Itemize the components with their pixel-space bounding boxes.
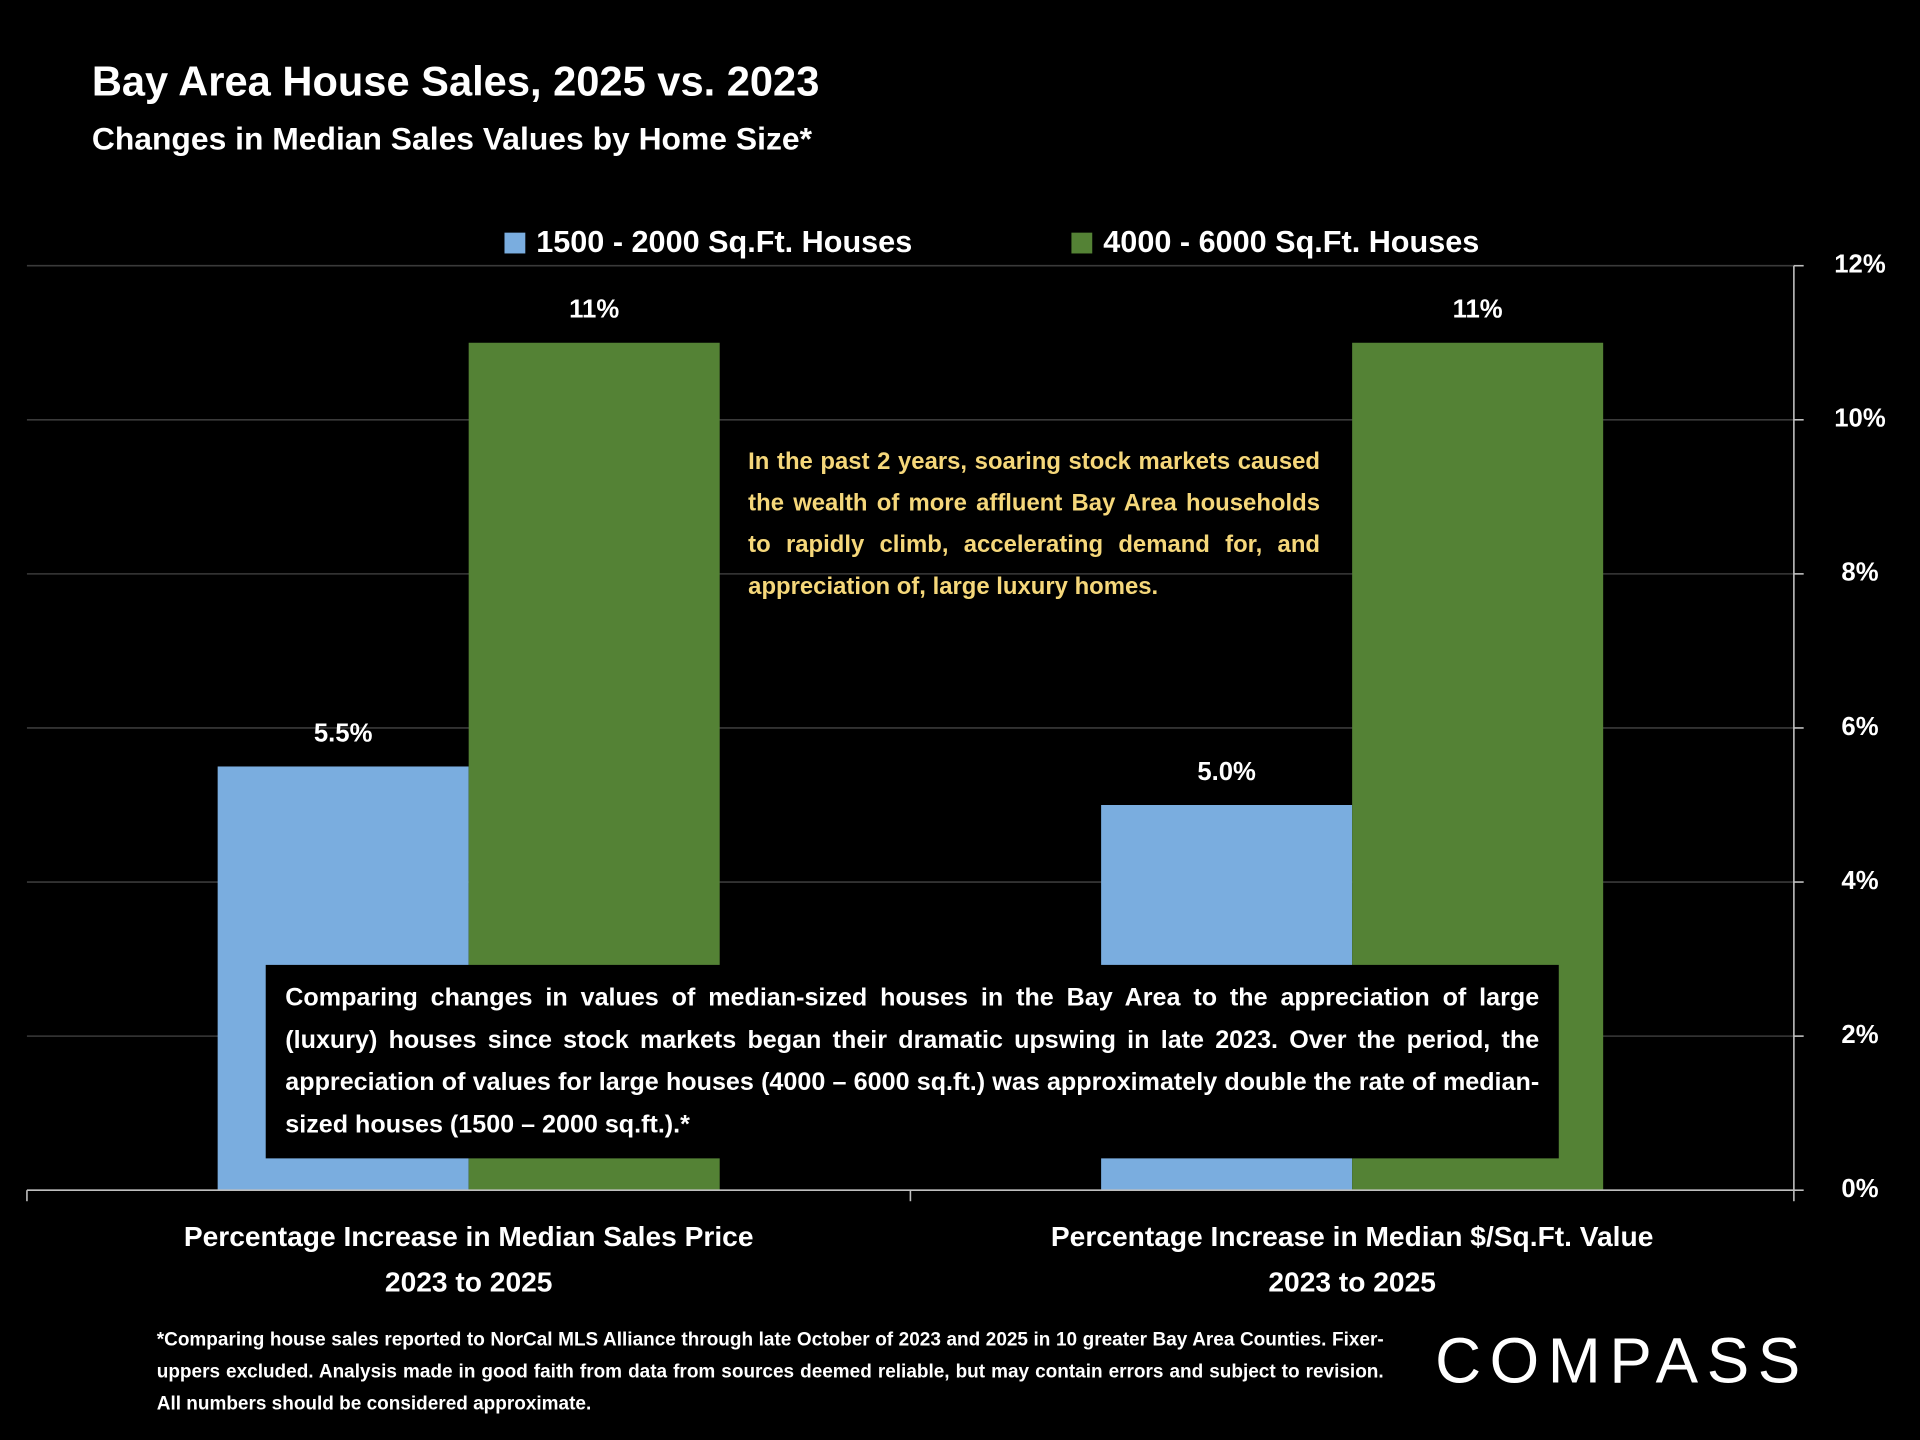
annotation: In the past 2 years, soaring stock marke… xyxy=(748,448,1321,601)
legend-item: 4000 - 6000 Sq.Ft. Houses xyxy=(1071,225,1479,261)
y-tick-label: 0% xyxy=(1841,1175,1878,1203)
legend-label: 4000 - 6000 Sq.Ft. Houses xyxy=(1103,225,1480,260)
legend-label: 1500 - 2000 Sq.Ft. Houses xyxy=(536,225,913,260)
x-tick-label-line: 2023 to 2025 xyxy=(1268,1267,1436,1298)
footnote: *Comparing house sales reported to NorCa… xyxy=(156,1329,1384,1415)
chart-title: Bay Area House Sales, 2025 vs. 2023 xyxy=(91,58,820,106)
x-tick-label: Percentage Increase in Median Sales Pric… xyxy=(184,1222,754,1298)
y-tick-label: 12% xyxy=(1834,251,1886,279)
x-tick-label-line: Percentage Increase in Median $/Sq.Ft. V… xyxy=(1051,1222,1653,1253)
data-label: 11% xyxy=(1453,296,1503,324)
logo: COMPASS xyxy=(1435,1326,1809,1398)
chart-subtitle: Changes in Median Sales Values by Home S… xyxy=(91,120,812,157)
x-tick-label: Percentage Increase in Median $/Sq.Ft. V… xyxy=(1051,1222,1653,1298)
y-tick-label: 6% xyxy=(1841,713,1878,741)
x-tick-label-line: 2023 to 2025 xyxy=(385,1267,552,1298)
data-label: 11% xyxy=(569,296,619,324)
y-tick-label: 10% xyxy=(1834,405,1886,433)
y-tick-label: 4% xyxy=(1841,867,1878,895)
y-tick-label: 8% xyxy=(1841,559,1878,587)
legend-swatch xyxy=(504,232,526,254)
legend-swatch xyxy=(1071,232,1093,254)
legend: 1500 - 2000 Sq.Ft. Houses 4000 - 6000 Sq.… xyxy=(0,225,1920,261)
x-tick-label-line: Percentage Increase in Median Sales Pric… xyxy=(184,1222,754,1253)
legend-item: 1500 - 2000 Sq.Ft. Houses xyxy=(504,225,912,261)
data-label: 5.5% xyxy=(314,719,373,747)
annotation-box: Comparing changes in values of median-si… xyxy=(265,964,1559,1159)
data-label: 5.0% xyxy=(1197,758,1256,786)
y-tick-label: 2% xyxy=(1841,1021,1878,1049)
